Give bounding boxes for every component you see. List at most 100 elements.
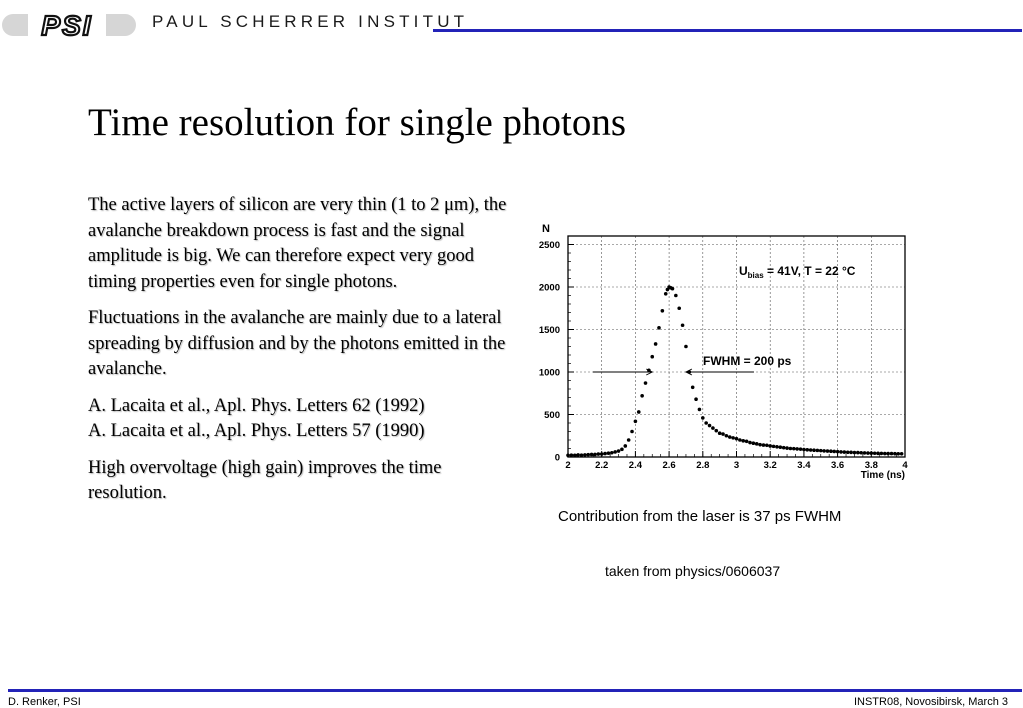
data-point (795, 447, 799, 451)
data-point (815, 448, 820, 453)
paragraph-3: High overvoltage (high gain) improves th… (88, 457, 442, 504)
data-points (566, 285, 904, 458)
laser-caption: Contribution from the laser is 37 ps FWH… (558, 508, 842, 525)
data-point (771, 444, 776, 449)
data-point (583, 453, 587, 457)
data-point (869, 451, 874, 455)
data-point (852, 450, 857, 455)
data-point (879, 451, 884, 456)
data-point (822, 449, 826, 453)
data-point (704, 421, 708, 425)
data-point (603, 451, 607, 456)
data-point (818, 448, 823, 453)
data-point (724, 433, 729, 438)
time-resolution-chart: 2 2.2 2.4 2.6 2.8 3 3.2 3.4 3.6 3.8 4 0 500 1000 1500 2… (539, 223, 908, 481)
data-point (805, 447, 810, 452)
data-point (893, 451, 897, 456)
data-point (768, 444, 772, 448)
data-point (596, 452, 601, 456)
x-tick-label: 3 (734, 460, 739, 471)
data-point (839, 450, 843, 454)
data-point (765, 443, 769, 448)
data-point (643, 381, 648, 385)
x-tick-label: 4 (902, 460, 908, 471)
data-point (802, 447, 806, 452)
data-point (647, 368, 651, 373)
data-point (845, 450, 850, 455)
data-point (684, 344, 688, 349)
data-point (791, 446, 796, 451)
data-point (738, 438, 742, 442)
data-point (889, 451, 894, 456)
data-point (586, 452, 591, 457)
data-point (731, 436, 735, 440)
data-point (748, 440, 752, 445)
data-point (812, 448, 816, 452)
data-point (665, 287, 670, 292)
data-point (872, 451, 877, 456)
data-point (616, 449, 621, 453)
data-point (849, 450, 853, 455)
data-point (721, 432, 725, 436)
data-point (593, 452, 597, 457)
source-caption: taken from physics/0606037 (605, 563, 781, 579)
header-divider (433, 29, 1022, 32)
slide-title: Time resolution for single photons (88, 101, 627, 144)
data-point (589, 452, 594, 457)
conditions-annotation: Ubias = 41V, T = 22 °C (739, 264, 856, 280)
data-point (744, 439, 749, 444)
fwhm-arrowhead-right (684, 368, 693, 376)
data-point (785, 446, 789, 450)
x-tick-label: 3.8 (865, 460, 878, 471)
y-tick-label: 1500 (539, 325, 560, 336)
data-point (829, 449, 833, 454)
data-point (882, 451, 887, 456)
data-point (727, 435, 732, 439)
data-point (680, 323, 685, 328)
psi-logo: PSI (2, 9, 136, 42)
y-tick-label: 1000 (539, 368, 560, 379)
data-point (835, 449, 840, 454)
data-point (758, 442, 762, 447)
data-point (825, 449, 830, 453)
fwhm-annotation: FWHM = 200 ps (703, 354, 792, 368)
data-point (653, 342, 658, 346)
data-point (650, 354, 655, 359)
data-point (694, 397, 698, 401)
y-tick-label: 500 (544, 410, 560, 421)
data-point (775, 445, 779, 449)
chart-grid (568, 236, 905, 457)
data-point (866, 451, 870, 455)
data-point (670, 286, 675, 291)
data-point (640, 394, 644, 398)
data-point (677, 306, 682, 311)
data-point (734, 436, 739, 441)
data-point (761, 443, 766, 447)
data-point (842, 450, 847, 454)
x-tick-label: 2.2 (595, 460, 608, 471)
data-point (687, 370, 692, 374)
footer-conference: INSTR08, Novosibirsk, March 3 (853, 696, 1008, 708)
data-point (674, 293, 678, 298)
y-tick-label: 2500 (539, 240, 560, 251)
data-point (660, 309, 665, 313)
data-point (798, 447, 803, 451)
data-point (657, 326, 661, 330)
references: A. Lacaita et al., Apl. Phys. Letters 62… (88, 394, 513, 445)
y-tick-label: 2000 (539, 283, 560, 294)
data-point (741, 439, 746, 443)
reference-1: A. Lacaita et al., Apl. Phys. Letters 62… (88, 395, 425, 416)
y-tick-label: 0 (555, 453, 560, 464)
data-point (636, 410, 641, 414)
data-point (754, 442, 759, 446)
paragraph-2: Fluctuations in the avalanche are mainly… (88, 308, 506, 379)
x-tick-label: 3.4 (797, 460, 811, 471)
data-point (613, 450, 617, 454)
data-point (808, 448, 813, 452)
data-point (899, 451, 904, 456)
logo-text: PSI (41, 10, 92, 41)
data-point (569, 453, 574, 457)
chart-ticks: 2 2.2 2.4 2.6 2.8 3 3.2 3.4 3.6 3.8 4 0 500 1000 1500 2… (539, 235, 908, 471)
data-point (876, 451, 880, 456)
data-point (701, 416, 705, 420)
